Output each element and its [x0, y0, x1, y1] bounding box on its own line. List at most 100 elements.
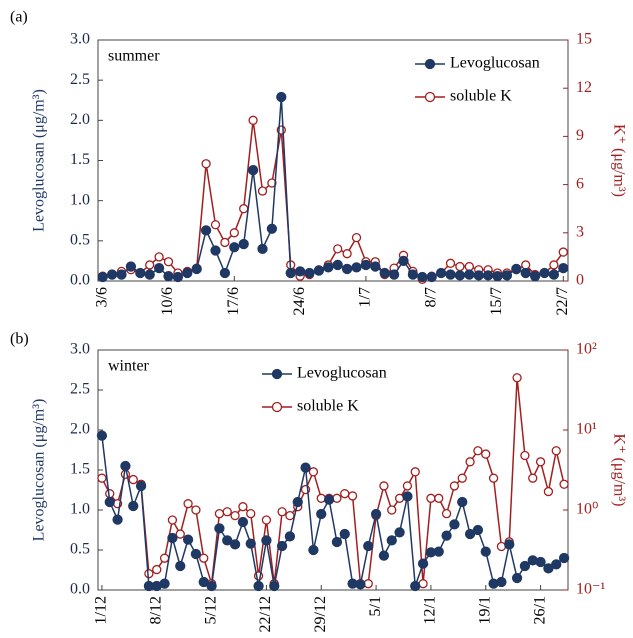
y-tick-label: 0.5 — [70, 232, 90, 249]
data-point — [520, 267, 531, 279]
y2-axis-label: K⁺ (μg/m³) — [610, 124, 627, 197]
data-point — [269, 580, 280, 592]
data-point — [248, 115, 258, 125]
data-point — [261, 535, 272, 546]
data-point — [128, 500, 139, 512]
data-point — [543, 563, 554, 574]
data-point — [441, 530, 452, 541]
data-point — [206, 580, 217, 592]
y-tick-label: 3.0 — [70, 31, 90, 48]
x-tick-label: 22/7 — [554, 287, 571, 315]
y-tick-label: 0.5 — [70, 541, 90, 558]
data-point — [238, 238, 249, 250]
data-point — [276, 540, 288, 552]
data-point — [284, 531, 296, 542]
x-tick-label: 1/7 — [357, 287, 374, 307]
data-point — [457, 473, 467, 483]
data-point — [511, 572, 523, 584]
data-point — [257, 186, 268, 196]
data-point — [222, 507, 232, 517]
data-point — [342, 249, 352, 259]
data-point — [135, 480, 147, 492]
data-point — [229, 228, 239, 238]
data-point — [333, 244, 343, 254]
x-tick-label: 15/7 — [488, 287, 505, 315]
data-point — [360, 259, 372, 271]
panel-label: (a) — [10, 9, 28, 26]
data-point — [539, 267, 550, 279]
series-line — [102, 96, 564, 278]
data-point — [266, 223, 278, 234]
data-point — [402, 481, 413, 491]
x-tick-label: 3/6 — [93, 287, 110, 307]
legend-label: Levoglucosan — [450, 55, 540, 72]
data-point — [97, 473, 107, 483]
data-point — [504, 539, 515, 550]
data-point — [159, 578, 170, 589]
data-point — [308, 467, 319, 477]
data-point — [512, 373, 522, 383]
y-tick-label: 2.0 — [70, 111, 90, 128]
y-tick-label: 1.5 — [70, 461, 90, 478]
data-point — [464, 528, 476, 540]
data-point — [370, 508, 382, 520]
data-point — [407, 269, 419, 280]
data-point — [394, 527, 405, 538]
data-point — [370, 261, 381, 272]
data-point — [339, 528, 350, 540]
data-point — [548, 269, 560, 280]
y-tick-label: 0.0 — [70, 581, 90, 598]
data-point — [559, 479, 569, 489]
data-point — [449, 481, 460, 491]
data-point — [214, 509, 225, 519]
plot-frame — [97, 349, 569, 591]
data-point — [511, 263, 522, 275]
legend-marker — [424, 58, 436, 70]
legend-label: soluble K — [450, 88, 512, 105]
y-tick-label: 2.5 — [70, 381, 90, 398]
y2-tick-label: 10⁻¹ — [576, 581, 605, 598]
y2-tick-label: 6 — [576, 175, 584, 192]
data-point — [473, 446, 483, 456]
data-point — [482, 270, 494, 281]
data-point — [379, 481, 389, 491]
y2-tick-label: 10⁰ — [576, 501, 598, 518]
x-tick-label: 29/12 — [312, 596, 329, 632]
data-point — [230, 510, 240, 521]
data-point — [257, 243, 268, 255]
data-point — [201, 159, 211, 169]
data-point — [549, 260, 559, 270]
legend-marker — [271, 368, 283, 380]
x-tick-label: 8/7 — [422, 287, 439, 307]
x-tick-label: 8/12 — [147, 596, 164, 624]
x-tick-label: 10/6 — [159, 287, 176, 315]
data-point — [104, 496, 115, 508]
x-tick-label: 17/6 — [225, 287, 242, 315]
data-point — [316, 493, 326, 503]
data-point — [210, 245, 221, 256]
data-point — [363, 540, 374, 552]
data-point — [285, 510, 295, 521]
panel-annotation: winter — [108, 358, 150, 375]
data-point — [199, 553, 209, 563]
data-point — [519, 560, 531, 572]
data-point — [97, 271, 108, 283]
data-point — [277, 507, 287, 517]
y2-tick-label: 3 — [576, 223, 584, 240]
data-point — [558, 552, 570, 564]
y2-tick-label: 15 — [576, 31, 592, 48]
data-point — [528, 473, 538, 483]
y-tick-label: 1.0 — [70, 191, 90, 208]
data-point — [128, 474, 138, 485]
data-point — [167, 515, 178, 525]
data-point — [238, 502, 248, 512]
data-point — [387, 505, 397, 515]
x-tick-label: 12/1 — [422, 596, 439, 624]
data-point — [261, 515, 272, 525]
data-point — [379, 267, 390, 279]
data-point — [167, 532, 178, 544]
data-point — [163, 257, 174, 267]
data-point — [341, 263, 353, 275]
data-point — [313, 265, 325, 276]
data-point — [182, 534, 194, 545]
